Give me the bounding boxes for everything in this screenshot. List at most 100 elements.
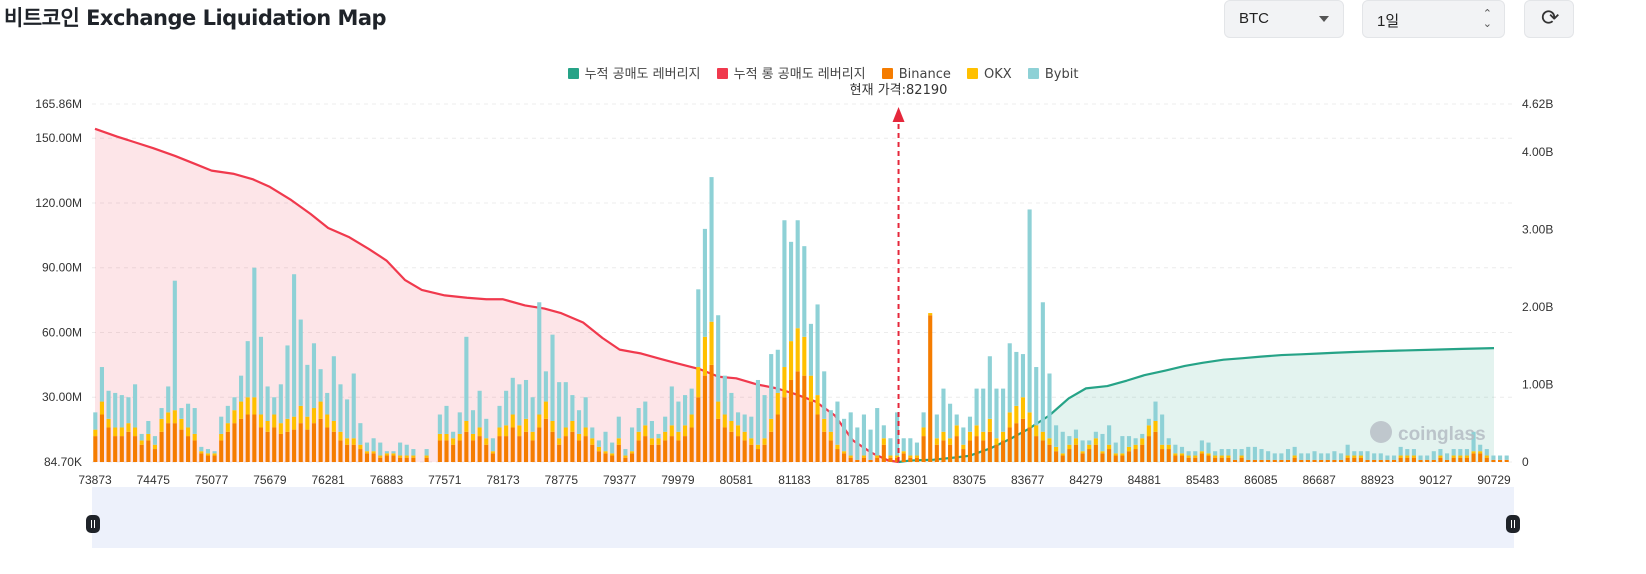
bybit-bar <box>159 408 164 419</box>
bybit-bar <box>517 384 522 426</box>
binance-bar <box>795 371 800 462</box>
bybit-bar <box>484 418 489 439</box>
bybit-bar <box>192 408 197 434</box>
bybit-bar <box>1385 455 1390 460</box>
binance-bar <box>225 431 230 462</box>
bybit-bar <box>616 416 621 439</box>
y-right-tick-label: 2.00B <box>1522 300 1553 314</box>
binance-bar <box>1252 459 1257 462</box>
range-scroller[interactable] <box>92 487 1514 548</box>
okx-bar <box>537 414 542 428</box>
asset-select[interactable]: BTC <box>1224 0 1344 38</box>
binance-bar <box>1093 444 1098 462</box>
bybit-bar <box>689 388 694 415</box>
bybit-bar <box>576 410 582 434</box>
binance-bar <box>914 457 920 462</box>
binance-bar <box>1047 444 1052 462</box>
binance-bar <box>517 436 522 462</box>
bybit-bar <box>855 427 860 460</box>
bybit-bar <box>782 220 787 368</box>
binance-bar <box>550 431 555 462</box>
x-tick-label: 79377 <box>603 473 637 487</box>
y-right-tick-label: 4.00B <box>1522 145 1553 159</box>
legend-label: Binance <box>898 67 951 82</box>
bybit-bar <box>292 274 297 417</box>
binance-bar <box>1418 459 1423 462</box>
binance-bar <box>1332 459 1337 462</box>
bybit-bar <box>537 302 542 415</box>
bybit-bar <box>1120 436 1125 454</box>
okx-bar <box>1034 425 1039 437</box>
bybit-bar <box>119 395 124 428</box>
okx-bar <box>1166 444 1171 450</box>
legend-item-okx[interactable]: OKX <box>967 67 1012 82</box>
legend-item-binance[interactable]: Binance <box>881 67 951 82</box>
bybit-bar <box>186 403 191 428</box>
bybit-bar <box>239 375 244 402</box>
okx-bar <box>239 401 244 419</box>
binance-bar <box>755 449 760 462</box>
okx-bar <box>941 431 946 441</box>
binance-bar <box>1305 459 1310 462</box>
binance-bar <box>1001 440 1006 462</box>
bybit-bar <box>345 399 350 439</box>
okx-bar <box>364 451 370 454</box>
bybit-bar <box>265 386 270 421</box>
binance-bar <box>1060 455 1065 462</box>
binance-bar <box>948 444 953 462</box>
okx-bar <box>934 438 939 445</box>
binance-bar <box>808 401 813 462</box>
okx-bar <box>749 438 754 445</box>
bybit-bar <box>490 438 495 452</box>
scroller-handle-left[interactable] <box>86 515 100 533</box>
bybit-bar <box>1352 451 1357 456</box>
bybit-bar <box>1438 449 1443 456</box>
bybit-bar <box>881 425 886 439</box>
binance-bar <box>782 397 787 462</box>
bybit-bar <box>1471 431 1476 452</box>
okx-bar <box>782 367 787 398</box>
binance-bar <box>265 431 270 462</box>
bybit-bar <box>1206 442 1211 454</box>
okx-bar <box>166 412 171 424</box>
scroller-handle-right[interactable] <box>1506 515 1520 533</box>
binance-bar <box>179 429 184 462</box>
binance-bar <box>954 436 959 462</box>
legend-item-short[interactable]: 누적 공매도 레버리지 <box>567 63 700 82</box>
binance-bar <box>411 457 416 462</box>
okx-bar <box>762 438 767 445</box>
binance-bar <box>311 423 317 462</box>
okx-bar <box>1107 444 1112 450</box>
bybit-bar <box>1113 442 1118 454</box>
y-left-tick-label: 90.00M <box>42 261 82 275</box>
bybit-bar <box>1259 449 1264 460</box>
okx-bar <box>848 455 853 458</box>
bybit-bar <box>1239 449 1244 456</box>
okx-bar <box>1478 451 1483 454</box>
legend-item-bybit[interactable]: Bybit <box>1027 67 1078 82</box>
refresh-button[interactable]: ⟳ <box>1524 0 1574 38</box>
okx-bar <box>1226 455 1231 458</box>
period-select[interactable]: 1일 ⌃ ⌄ <box>1362 0 1505 38</box>
binance-bar <box>490 453 495 462</box>
x-tick-label: 76883 <box>370 473 404 487</box>
legend-swatch <box>1027 68 1039 79</box>
bybit-bar <box>278 384 283 424</box>
legend-swatch <box>967 68 979 79</box>
bybit-bar <box>702 228 707 337</box>
legend-item-long[interactable]: 누적 롱 공매도 레버리지 <box>716 63 866 82</box>
binance-bar <box>318 418 323 462</box>
okx-bar <box>470 433 476 441</box>
binance-bar <box>576 440 582 462</box>
bybit-bar <box>152 436 157 445</box>
okx-bar <box>1160 444 1165 450</box>
bybit-bar <box>1199 440 1204 452</box>
binance-bar <box>1312 459 1317 462</box>
okx-bar <box>1001 431 1006 441</box>
okx-bar <box>755 444 760 450</box>
okx-bar <box>908 455 913 458</box>
bybit-bar <box>636 408 641 432</box>
x-tick-label: 85483 <box>1186 473 1220 487</box>
bybit-bar <box>1365 451 1370 460</box>
